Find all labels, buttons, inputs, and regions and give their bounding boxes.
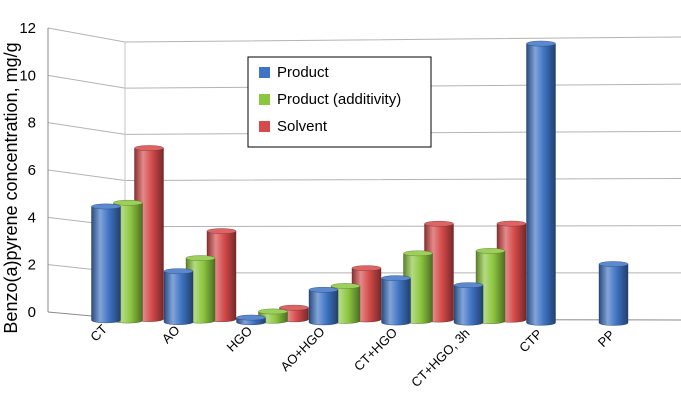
bar-body	[163, 271, 194, 325]
legend-swatch	[259, 94, 270, 105]
bar	[330, 283, 361, 324]
bar	[526, 40, 556, 326]
bar-top	[113, 199, 143, 206]
bar	[163, 268, 194, 325]
bar	[403, 250, 433, 324]
bar	[453, 282, 484, 326]
y-tick-label: 0	[28, 304, 36, 321]
x-tick-label: PP	[595, 327, 618, 350]
y-axis-label: Benzo(a)pyrene concentration, mg/g	[1, 42, 21, 333]
x-tick-label: HGO	[224, 323, 256, 355]
bar-body	[381, 277, 411, 326]
bar-top	[526, 40, 556, 47]
legend-label: Solvent	[277, 118, 328, 135]
bar-top	[279, 304, 309, 311]
bar-body	[526, 43, 556, 326]
bar-top	[163, 268, 194, 275]
x-tick-label: AO+HGO	[277, 324, 327, 374]
y-tick-label: 12	[19, 20, 36, 37]
bar	[598, 261, 629, 326]
bar-top	[206, 228, 237, 234]
bar-body	[91, 206, 121, 324]
bar	[381, 275, 411, 326]
bar-body	[453, 284, 484, 326]
legend-label: Product (additivity)	[277, 91, 401, 108]
gridline	[47, 27, 681, 43]
bar-body	[308, 289, 339, 326]
bar-top	[403, 250, 433, 257]
bar-top	[496, 220, 527, 227]
bars	[91, 40, 629, 326]
y-tick-label: 8	[28, 115, 36, 132]
x-tick-label: CT	[87, 321, 110, 344]
bar-top	[351, 265, 382, 271]
bar	[236, 314, 266, 326]
x-tick-label: CT+HGO	[351, 325, 400, 374]
bar-top	[258, 308, 288, 315]
legend-box	[247, 56, 432, 148]
legend-swatch	[259, 67, 270, 78]
bar-top	[330, 283, 361, 289]
legend-swatch	[259, 121, 270, 132]
y-axis: 0 2 4 6 8 10 12	[19, 20, 49, 321]
bar-top	[236, 314, 266, 321]
bar-top	[91, 203, 121, 210]
y-tick-label: 10	[19, 67, 36, 84]
legend: Product Product (additivity) Solvent	[247, 56, 432, 148]
bar-top	[453, 282, 484, 288]
x-axis: CT AO HGO AO+HGO CT+HGO CT+HGO, 3h CTP PP	[87, 321, 617, 390]
bar-top	[185, 255, 216, 261]
bar-top	[134, 145, 164, 151]
bar	[308, 286, 339, 326]
y-tick-label: 6	[28, 162, 36, 179]
bar-top	[308, 286, 339, 293]
bar-top	[475, 248, 506, 254]
legend-label: Product	[277, 64, 330, 81]
x-tick-label: CTP	[516, 326, 545, 355]
y-tick-label: 4	[28, 209, 36, 226]
bar	[91, 203, 121, 324]
bar-top	[424, 220, 454, 227]
y-tick-label: 2	[28, 257, 36, 274]
x-tick-label: CT+HGO, 3h	[408, 326, 473, 391]
bar-body	[598, 263, 629, 326]
x-tick-label: AO	[159, 322, 183, 346]
bar-top	[598, 261, 629, 267]
bar-top	[381, 275, 411, 281]
